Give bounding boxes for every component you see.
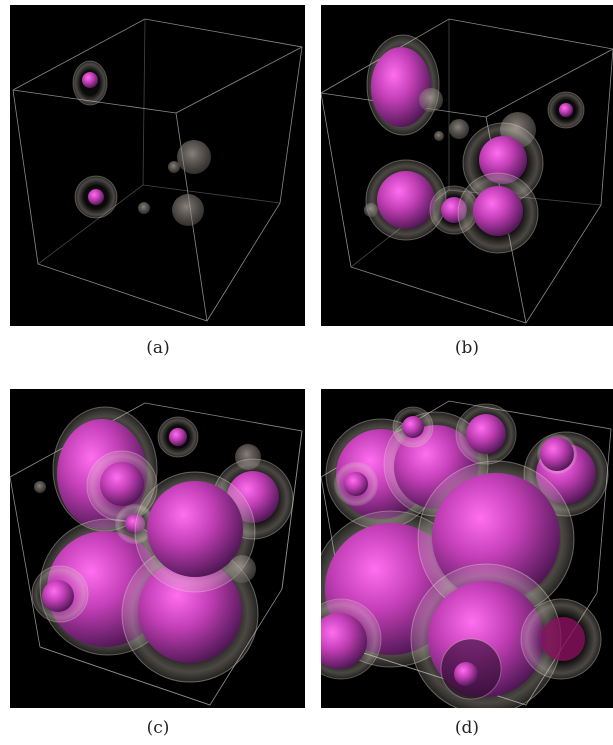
spheres — [72, 60, 211, 226]
sphere-render-b — [321, 18, 613, 324]
caption-a: (a) — [146, 338, 170, 358]
panel-a-image — [10, 5, 305, 326]
caption-d: (d) — [454, 718, 480, 738]
bounding-cube — [10, 402, 303, 706]
caption-b: (b) — [454, 338, 480, 358]
bounding-cube — [12, 18, 303, 322]
panel-c-image — [10, 389, 305, 708]
panel-b-image — [321, 5, 613, 326]
panel-d-image — [321, 389, 613, 708]
spheres — [321, 403, 609, 708]
sphere-render-c — [10, 402, 303, 706]
sphere-render-a — [12, 18, 303, 322]
spheres — [31, 406, 294, 683]
spheres — [364, 34, 585, 254]
caption-c: (c) — [146, 718, 170, 738]
sphere-render-d — [321, 400, 612, 708]
